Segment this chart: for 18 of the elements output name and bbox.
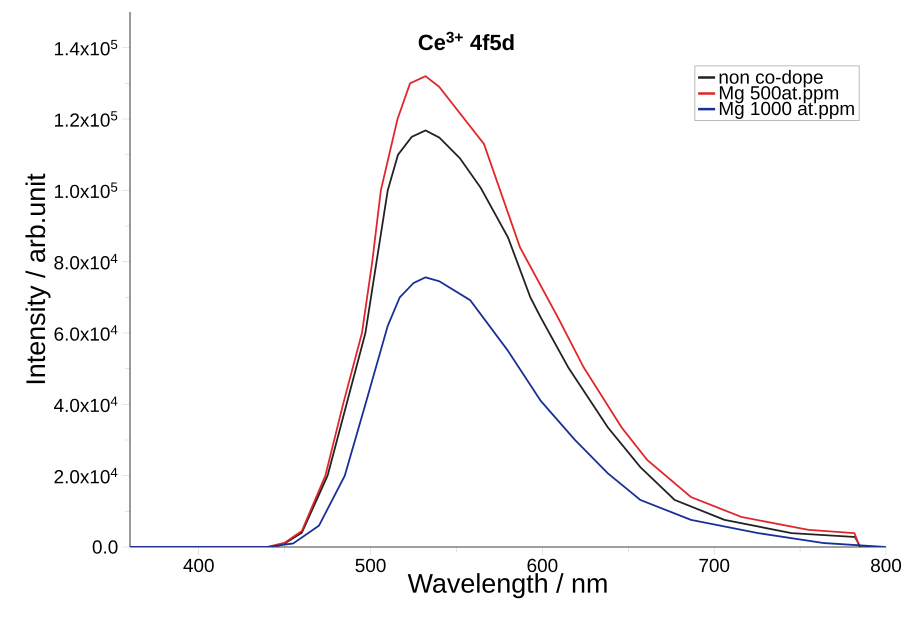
y-tick-label: 1.4x10$^{5}$ — [55, 40, 118, 56]
y-tick-label: 2.0x10$^{4}$ — [54, 468, 118, 484]
x-tick-label: 400 — [183, 558, 214, 572]
y-tick-label: 6.0x10$^{4}$ — [54, 325, 118, 341]
y-axis-title: Intensity / arb.unit — [25, 174, 51, 384]
y-tick-label: 0.0 — [92, 540, 118, 554]
y-tick-label: 1.2x10$^{5}$ — [55, 111, 118, 127]
legend-label: Mg 500at.ppm — [720, 86, 838, 104]
x-axis-title: Wavelength / nm — [408, 573, 607, 598]
y-tick-label: 4.0x10$^{4}$ — [54, 396, 118, 412]
x-tick-label: 600 — [528, 558, 558, 572]
x-tick-label: 800 — [871, 558, 902, 572]
y-tick-label: 8.0x10$^{4}$ — [54, 254, 118, 270]
y-tick-label: 1.0x10$^{5}$ — [55, 182, 118, 198]
x-tick-label: 700 — [699, 558, 730, 572]
text: Ce$^{3+}$ 4f5d — [418, 32, 514, 50]
x-tick-label: 500 — [356, 558, 386, 572]
legend-label: Mg 1000 at.ppm — [720, 102, 854, 119]
